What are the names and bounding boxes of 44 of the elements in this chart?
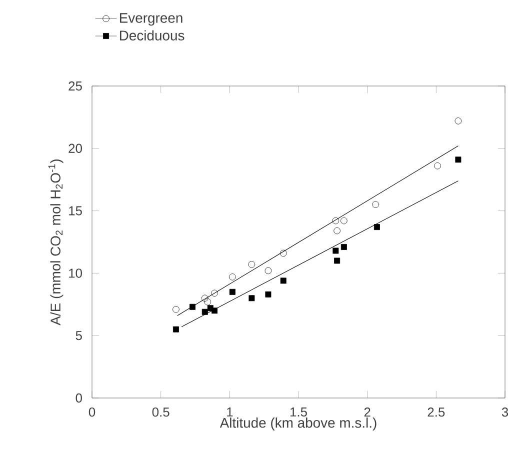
point xyxy=(374,224,380,230)
y-axis-title: A/E (mmol CO$_{2}$ mol H$_{2}$O$^{-1}$) xyxy=(48,160,64,326)
point xyxy=(334,258,340,264)
point xyxy=(280,250,287,257)
y-tick-label: 20 xyxy=(68,144,82,153)
point xyxy=(229,288,236,295)
x-tick-label: 2 xyxy=(364,408,370,417)
point xyxy=(265,291,272,298)
x-tick-label: 0.5 xyxy=(152,408,170,417)
point xyxy=(204,298,212,306)
y-tick-label: 0 xyxy=(76,393,82,403)
x-tick-label: 1 xyxy=(227,408,233,416)
point xyxy=(340,244,347,250)
point xyxy=(190,304,196,310)
y-tick-label: 5 xyxy=(76,331,82,340)
point xyxy=(202,308,208,315)
x-tick-label: 3 xyxy=(502,408,508,417)
y-tick-label: 15 xyxy=(69,206,82,216)
legend-label: Deciduous xyxy=(120,30,184,40)
point xyxy=(229,274,236,280)
point xyxy=(211,290,218,297)
point xyxy=(248,295,255,302)
point xyxy=(334,227,340,234)
x-axis-title: Altitude (km above m.s.l.) xyxy=(220,418,376,431)
point xyxy=(172,306,180,313)
y-tick-label: 25 xyxy=(68,81,82,91)
point xyxy=(202,294,208,302)
x-tick-label: 0 xyxy=(88,408,96,417)
point xyxy=(434,162,441,170)
point xyxy=(340,217,348,224)
point xyxy=(248,261,256,268)
point xyxy=(455,156,462,163)
x-tick-label: 2.5 xyxy=(428,408,445,417)
point xyxy=(332,248,339,254)
legend-label: Evergreen xyxy=(120,13,182,26)
point xyxy=(280,278,286,284)
x-tick-label: 1.5 xyxy=(290,408,307,417)
point xyxy=(332,217,340,224)
point xyxy=(264,267,272,274)
point xyxy=(212,308,218,314)
point xyxy=(372,201,379,208)
point xyxy=(454,118,462,124)
y-tick-label: 10 xyxy=(69,268,82,278)
point xyxy=(172,326,179,332)
